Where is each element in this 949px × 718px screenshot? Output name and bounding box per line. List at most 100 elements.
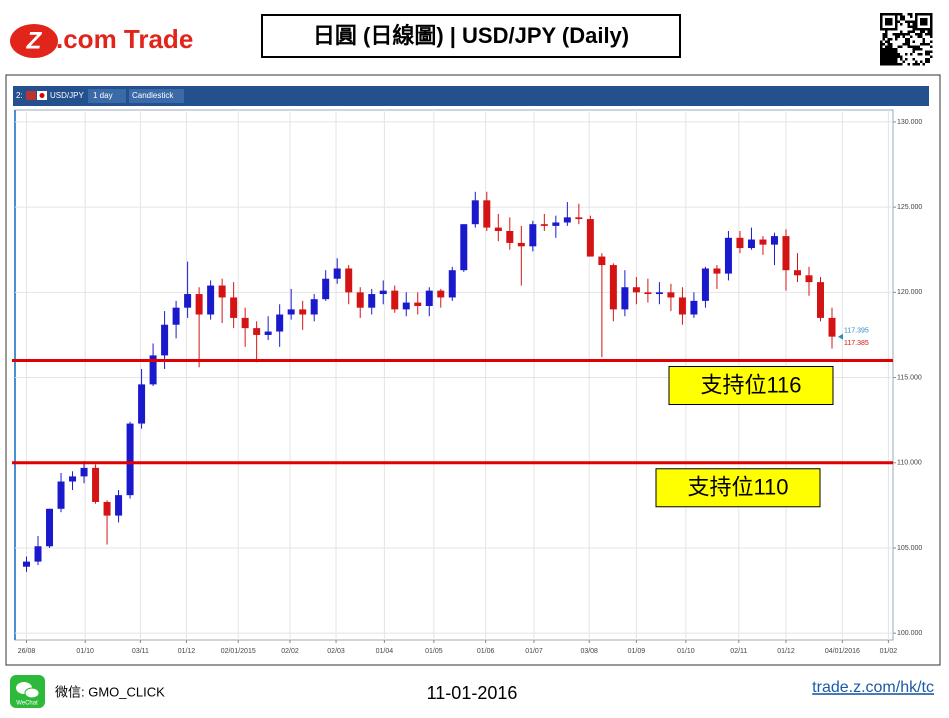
qr-cell: [912, 25, 915, 28]
qr-cell: [930, 45, 933, 48]
qr-cell: [930, 13, 933, 16]
qr-cell: [880, 53, 883, 56]
qr-cell: [910, 30, 913, 33]
candle-body: [138, 384, 146, 424]
qr-cell: [930, 28, 933, 31]
qr-cell: [897, 20, 900, 23]
toolbar-button[interactable]: [129, 89, 184, 103]
qr-cell: [895, 18, 898, 21]
x-tick-label: 01/12: [777, 648, 795, 655]
qr-cell: [922, 43, 925, 46]
qr-cell: [907, 43, 910, 46]
qr-cell: [880, 18, 883, 21]
y-tick-label: 115.000: [897, 374, 922, 381]
qr-cell: [882, 63, 885, 66]
qr-cell: [882, 33, 885, 36]
qr-cell: [887, 43, 890, 46]
candle-body: [57, 481, 65, 509]
candle-body: [241, 317, 249, 329]
qr-cell: [882, 35, 885, 38]
qr-cell: [882, 38, 885, 41]
flag-us: [26, 91, 36, 100]
toolbar-button[interactable]: [88, 89, 126, 103]
qr-cell: [925, 33, 928, 36]
qr-cell: [915, 25, 918, 28]
qr-cell: [885, 58, 888, 61]
qr-cell: [910, 45, 913, 48]
qr-cell: [900, 58, 903, 61]
qr-cell: [915, 20, 918, 23]
qr-cell: [922, 13, 925, 16]
logo-mark: Z: [26, 27, 43, 54]
candle-body: [540, 224, 548, 226]
qr-cell: [927, 58, 930, 61]
qr-cell: [895, 63, 898, 66]
qr-cell: [882, 53, 885, 56]
qr-cell: [887, 20, 890, 23]
wechat-bubble: [24, 687, 40, 699]
qr-cell: [930, 35, 933, 38]
qr-cell: [890, 45, 893, 48]
x-tick-label: 01/10: [677, 648, 695, 655]
qr-cell: [905, 20, 908, 23]
url[interactable]: trade.z.com/hk/tc: [812, 679, 934, 696]
wechat-id: 微信: GMO_CLICK: [55, 684, 165, 699]
qr-cell: [895, 58, 898, 61]
qr-cell: [890, 43, 893, 46]
candle-body: [793, 270, 801, 276]
qr-cell: [897, 13, 900, 16]
qr-cell: [907, 25, 910, 28]
qr-cell: [910, 13, 913, 16]
qr-cell: [930, 25, 933, 28]
qr-cell: [895, 53, 898, 56]
qr-cell: [905, 38, 908, 41]
candle-body: [299, 309, 307, 315]
qr-cell: [910, 53, 913, 56]
qr-cell: [917, 35, 920, 38]
last-price-marker: [838, 333, 844, 340]
qr-cell: [895, 33, 898, 36]
qr-cell: [882, 28, 885, 31]
logo-badge: [10, 24, 58, 58]
candle-body: [448, 270, 456, 298]
qr-cell: [922, 40, 925, 43]
qr-cell: [880, 55, 883, 58]
qr-cell: [925, 53, 928, 56]
qr-cell: [882, 60, 885, 63]
candle-body: [805, 275, 813, 283]
qr-cell: [922, 28, 925, 31]
qr-cell: [930, 30, 933, 33]
qr-cell: [905, 43, 908, 46]
qr-cell: [912, 20, 915, 23]
qr-cell: [927, 53, 930, 56]
toolbar-style[interactable]: Candlestick: [132, 91, 174, 100]
qr-cell: [900, 18, 903, 21]
qr-cell: [930, 15, 933, 18]
candle-body: [276, 314, 284, 332]
qr-cell: [920, 33, 923, 36]
qr-cell: [917, 48, 920, 51]
qr-cell: [920, 20, 923, 23]
qr-cell: [922, 23, 925, 26]
qr-cell: [885, 33, 888, 36]
x-tick-label: 01/10: [76, 648, 94, 655]
qr-cell: [880, 15, 883, 18]
qr-cell: [885, 48, 888, 51]
qr-cell: [915, 45, 918, 48]
candle-body: [195, 294, 203, 315]
qr-cell: [887, 13, 890, 16]
qr-cell: [912, 50, 915, 53]
candle-body: [34, 546, 42, 562]
qr-cell: [895, 60, 898, 63]
qr-cell: [930, 23, 933, 26]
toolbar-period[interactable]: 1 day: [93, 91, 113, 100]
qr-cell: [885, 30, 888, 33]
qr-cell: [902, 15, 905, 18]
qr-cell: [895, 13, 898, 16]
candle-body: [103, 501, 111, 516]
qr-cell: [880, 63, 883, 66]
title: 日圓 (日線圖) | USD/JPY (Daily): [313, 23, 629, 48]
toolbar-index: 2:: [16, 91, 23, 100]
qr-cell: [892, 33, 895, 36]
candle-body: [609, 265, 617, 310]
